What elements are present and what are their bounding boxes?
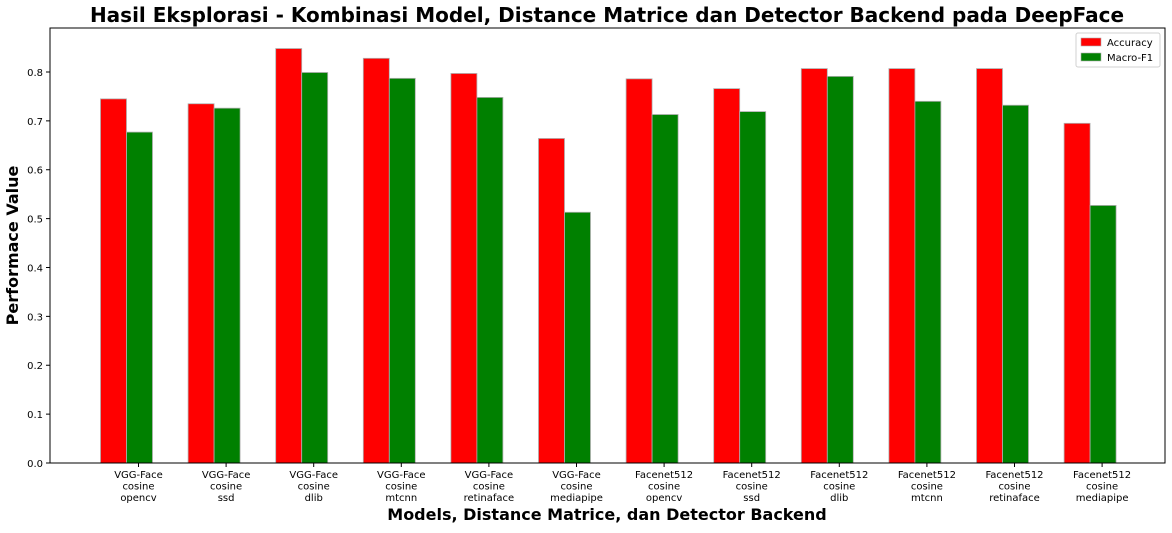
x-tick-label-line: VGG-Face	[114, 470, 163, 481]
x-tick-label-line: cosine	[648, 482, 680, 493]
x-tick-label-line: cosine	[823, 482, 855, 493]
x-tick-label-line: mediapipe	[550, 493, 603, 504]
bar-accuracy	[100, 98, 127, 464]
x-tick-label: VGG-Face cosine opencv	[114, 470, 163, 504]
y-tick-label: 0.5	[27, 215, 43, 226]
chart-title: Hasil Eksplorasi - Kombinasi Model, Dist…	[90, 3, 1124, 27]
bar-accuracy	[362, 57, 390, 464]
y-axis-label: Performace Value	[3, 165, 22, 325]
y-tick-label: 0.4	[27, 263, 43, 274]
y-axis: 0.0 0.1 0.2 0.3 0.4 0.5 0.6 0.7 0.8	[27, 68, 50, 470]
x-tick-label: VGG-Face cosine mediapipe	[550, 470, 603, 504]
x-tick-label-line: dlib	[305, 493, 323, 504]
bar-macro-f1	[388, 77, 416, 464]
x-tick-label-line: Facenet512	[635, 470, 693, 481]
bar-macro-f1	[651, 114, 679, 464]
x-tick-label: Facenet512 cosine retinaface	[985, 470, 1043, 504]
x-axis-label: Models, Distance Matrice, dan Detector B…	[387, 505, 826, 524]
bar-accuracy	[888, 68, 916, 464]
y-tick-label: 0.2	[27, 361, 43, 372]
x-tick-label-line: cosine	[1086, 482, 1118, 493]
bar-accuracy	[187, 103, 215, 464]
bar-accuracy	[275, 48, 303, 464]
x-tick-label: VGG-Face cosine ssd	[202, 470, 251, 504]
bar-macro-f1	[914, 100, 942, 464]
bar-accuracy	[1063, 122, 1091, 464]
bar-macro-f1	[1089, 205, 1117, 464]
plot-frame	[49, 27, 1166, 464]
y-tick-label: 0.6	[27, 166, 43, 177]
x-tick-label-line: cosine	[911, 482, 943, 493]
y-tick-label: 0.1	[27, 410, 43, 421]
x-tick-label-line: VGG-Face	[202, 470, 251, 481]
x-tick-label-line: VGG-Face	[552, 470, 601, 481]
x-tick-label: Facenet512 cosine mediapipe	[1073, 470, 1131, 504]
x-tick-label: Facenet512 cosine dlib	[810, 470, 868, 504]
legend-label: Macro-F1	[1107, 53, 1153, 64]
x-tick-label-line: mtcnn	[385, 493, 417, 504]
x-tick-label-line: Facenet512	[723, 470, 781, 481]
y-tick-label: 0.7	[27, 117, 43, 128]
x-tick-label-line: Facenet512	[985, 470, 1043, 481]
x-tick-label: VGG-Face cosine dlib	[289, 470, 338, 504]
x-tick-label-line: cosine	[385, 482, 417, 493]
legend-label: Accuracy	[1107, 38, 1153, 49]
bar-accuracy	[625, 78, 653, 464]
x-tick-label-line: VGG-Face	[289, 470, 338, 481]
x-tick-label-line: VGG-Face	[465, 470, 514, 481]
x-tick-label: Facenet512 cosine opencv	[635, 470, 693, 504]
bar-accuracy	[976, 68, 1003, 464]
x-tick-label-line: opencv	[646, 493, 682, 504]
x-tick-label-line: ssd	[218, 493, 235, 504]
legend-swatch	[1080, 37, 1102, 47]
x-tick-label-line: cosine	[122, 482, 154, 493]
bar-macro-f1	[564, 211, 591, 464]
x-tick-label: Facenet512 cosine mtcnn	[898, 470, 956, 504]
x-tick-label-line: Facenet512	[1073, 470, 1131, 481]
x-tick-label-line: Facenet512	[810, 470, 868, 481]
x-tick-label-line: retinaface	[989, 493, 1040, 504]
x-tick-label: VGG-Face cosine mtcnn	[377, 470, 426, 504]
x-tick-label-line: cosine	[210, 482, 242, 493]
x-tick-label-line: retinaface	[464, 493, 515, 504]
x-tick-label-line: dlib	[830, 493, 848, 504]
x-tick-label: VGG-Face cosine retinaface	[464, 470, 515, 504]
x-tick-label-line: cosine	[998, 482, 1030, 493]
bar-macro-f1	[739, 111, 767, 464]
x-tick-label-line: opencv	[120, 493, 156, 504]
plot-area	[100, 48, 1117, 464]
bar-accuracy	[800, 68, 828, 464]
x-tick-label-line: cosine	[560, 482, 592, 493]
legend: Accuracy Macro-F1	[1075, 32, 1161, 68]
bar-macro-f1	[126, 131, 153, 464]
x-tick-label-line: VGG-Face	[377, 470, 426, 481]
bar-macro-f1	[476, 97, 504, 464]
x-tick-label-line: mediapipe	[1076, 493, 1129, 504]
y-tick-label: 0.3	[27, 312, 43, 323]
y-tick-label: 0.0	[27, 459, 43, 470]
bar-macro-f1	[301, 72, 329, 464]
legend-swatch	[1080, 52, 1102, 62]
x-tick-label-line: cosine	[736, 482, 768, 493]
x-tick-label-line: mtcnn	[911, 493, 943, 504]
bar-macro-f1	[826, 75, 854, 464]
x-tick-label-line: cosine	[298, 482, 330, 493]
bar-accuracy	[450, 73, 478, 464]
x-tick-label-line: Facenet512	[898, 470, 956, 481]
x-tick-label: Facenet512 cosine ssd	[723, 470, 781, 504]
x-tick-label-line: cosine	[473, 482, 505, 493]
x-tick-label-line: ssd	[743, 493, 760, 504]
bar-macro-f1	[213, 107, 241, 464]
bar-accuracy	[713, 88, 741, 464]
bar-accuracy	[538, 138, 565, 464]
bar-macro-f1	[1002, 104, 1029, 464]
y-tick-label: 0.8	[27, 68, 43, 79]
